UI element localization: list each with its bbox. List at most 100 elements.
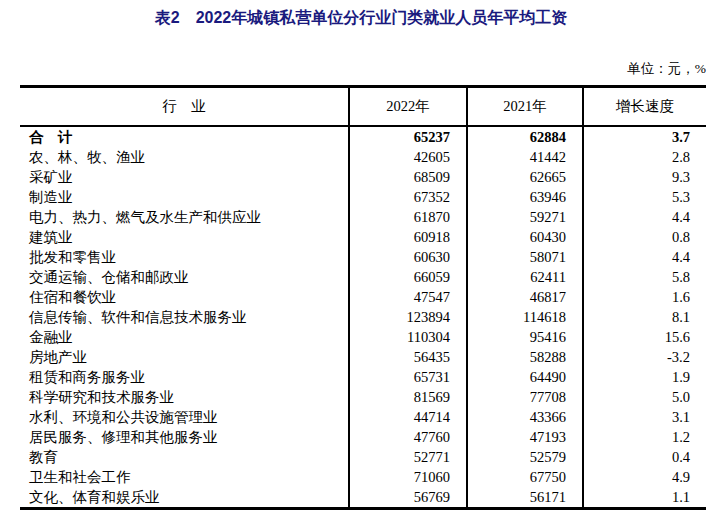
row-2021-value: 52579 (466, 447, 582, 467)
table-row: 教育52771525790.4 (20, 447, 706, 467)
row-2021-value: 60430 (466, 227, 582, 247)
table-row: 交通运输、仓储和邮政业66059624115.8 (20, 267, 706, 287)
header-year-2022: 2022年 (348, 88, 466, 125)
row-industry-label: 金融业 (20, 327, 348, 347)
row-2021-value: 67750 (466, 467, 582, 487)
row-2022-value: 47760 (348, 427, 466, 447)
row-industry-label: 合 计 (20, 127, 348, 147)
row-industry-label: 农、林、牧、渔业 (20, 147, 348, 167)
table-row: 水利、环境和公共设施管理业44714433663.1 (20, 407, 706, 427)
row-2022-value: 71060 (348, 467, 466, 487)
row-2021-value: 77708 (466, 387, 582, 407)
row-2021-value: 47193 (466, 427, 582, 447)
header-year-2021: 2021年 (466, 88, 582, 125)
row-growth-value: 3.7 (582, 127, 706, 147)
row-growth-value: 1.2 (582, 427, 706, 447)
header-growth-rate: 增长速度 (582, 88, 706, 125)
table-row: 文化、体育和娱乐业56769561711.1 (20, 487, 706, 507)
row-2021-value: 58288 (466, 347, 582, 367)
row-2022-value: 60918 (348, 227, 466, 247)
row-industry-label: 租赁和商务服务业 (20, 367, 348, 387)
table-row: 合 计65237628843.7 (20, 127, 706, 147)
row-growth-value: 4.9 (582, 467, 706, 487)
row-2021-value: 62884 (466, 127, 582, 147)
wage-table: 行 业 2022年 2021年 增长速度 合 计65237628843.7农、林… (20, 85, 706, 510)
row-2022-value: 56769 (348, 487, 466, 507)
row-2021-value: 41442 (466, 147, 582, 167)
row-growth-value: 9.3 (582, 167, 706, 187)
row-2022-value: 44714 (348, 407, 466, 427)
header-industry: 行 业 (20, 88, 348, 125)
row-growth-value: 0.4 (582, 447, 706, 467)
table-header-row: 行 业 2022年 2021年 增长速度 (20, 88, 706, 127)
row-industry-label: 文化、体育和娱乐业 (20, 487, 348, 507)
table-row: 房地产业5643558288-3.2 (20, 347, 706, 367)
table-body: 合 计65237628843.7农、林、牧、渔业42605414422.8采矿业… (20, 127, 706, 507)
table-row: 电力、热力、燃气及水生产和供应业61870592714.4 (20, 207, 706, 227)
statistical-table-page: 表2 2022年城镇私营单位分行业门类就业人员年平均工资 单位：元，% 行 业 … (0, 0, 722, 519)
row-growth-value: 5.8 (582, 267, 706, 287)
table-row: 卫生和社会工作71060677504.9 (20, 467, 706, 487)
row-2021-value: 58071 (466, 247, 582, 267)
row-2021-value: 62411 (466, 267, 582, 287)
row-industry-label: 交通运输、仓储和邮政业 (20, 267, 348, 287)
page-title: 表2 2022年城镇私营单位分行业门类就业人员年平均工资 (0, 8, 722, 29)
row-2021-value: 64490 (466, 367, 582, 387)
row-industry-label: 批发和零售业 (20, 247, 348, 267)
table-row: 采矿业68509626659.3 (20, 167, 706, 187)
row-2021-value: 63946 (466, 187, 582, 207)
row-growth-value: 3.1 (582, 407, 706, 427)
row-2022-value: 65731 (348, 367, 466, 387)
row-industry-label: 信息传输、软件和信息技术服务业 (20, 307, 348, 327)
row-growth-value: 15.6 (582, 327, 706, 347)
row-2021-value: 59271 (466, 207, 582, 227)
row-industry-label: 科学研究和技术服务业 (20, 387, 348, 407)
row-2022-value: 47547 (348, 287, 466, 307)
row-2021-value: 46817 (466, 287, 582, 307)
row-2022-value: 81569 (348, 387, 466, 407)
row-industry-label: 居民服务、修理和其他服务业 (20, 427, 348, 447)
row-growth-value: 5.3 (582, 187, 706, 207)
table-row: 居民服务、修理和其他服务业47760471931.2 (20, 427, 706, 447)
row-2022-value: 42605 (348, 147, 466, 167)
row-2022-value: 66059 (348, 267, 466, 287)
row-2021-value: 56171 (466, 487, 582, 507)
row-industry-label: 电力、热力、燃气及水生产和供应业 (20, 207, 348, 227)
row-growth-value: -3.2 (582, 347, 706, 367)
row-2021-value: 43366 (466, 407, 582, 427)
table-row: 科学研究和技术服务业81569777085.0 (20, 387, 706, 407)
table-row: 金融业1103049541615.6 (20, 327, 706, 347)
row-growth-value: 5.0 (582, 387, 706, 407)
row-growth-value: 4.4 (582, 247, 706, 267)
row-2022-value: 123894 (348, 307, 466, 327)
row-industry-label: 水利、环境和公共设施管理业 (20, 407, 348, 427)
row-growth-value: 0.8 (582, 227, 706, 247)
row-2021-value: 62665 (466, 167, 582, 187)
row-growth-value: 2.8 (582, 147, 706, 167)
row-industry-label: 房地产业 (20, 347, 348, 367)
row-2022-value: 56435 (348, 347, 466, 367)
row-industry-label: 制造业 (20, 187, 348, 207)
row-2022-value: 67352 (348, 187, 466, 207)
row-growth-value: 8.1 (582, 307, 706, 327)
table-row: 批发和零售业60630580714.4 (20, 247, 706, 267)
row-2022-value: 65237 (348, 127, 466, 147)
row-2022-value: 68509 (348, 167, 466, 187)
row-growth-value: 1.9 (582, 367, 706, 387)
row-industry-label: 住宿和餐饮业 (20, 287, 348, 307)
row-industry-label: 教育 (20, 447, 348, 467)
row-industry-label: 建筑业 (20, 227, 348, 247)
table-row: 建筑业60918604300.8 (20, 227, 706, 247)
table-row: 住宿和餐饮业47547468171.6 (20, 287, 706, 307)
table-row: 租赁和商务服务业65731644901.9 (20, 367, 706, 387)
row-2022-value: 61870 (348, 207, 466, 227)
row-2022-value: 60630 (348, 247, 466, 267)
row-2022-value: 52771 (348, 447, 466, 467)
row-growth-value: 1.6 (582, 287, 706, 307)
row-industry-label: 采矿业 (20, 167, 348, 187)
row-2021-value: 95416 (466, 327, 582, 347)
row-2021-value: 114618 (466, 307, 582, 327)
row-2022-value: 110304 (348, 327, 466, 347)
table-row: 农、林、牧、渔业42605414422.8 (20, 147, 706, 167)
row-industry-label: 卫生和社会工作 (20, 467, 348, 487)
